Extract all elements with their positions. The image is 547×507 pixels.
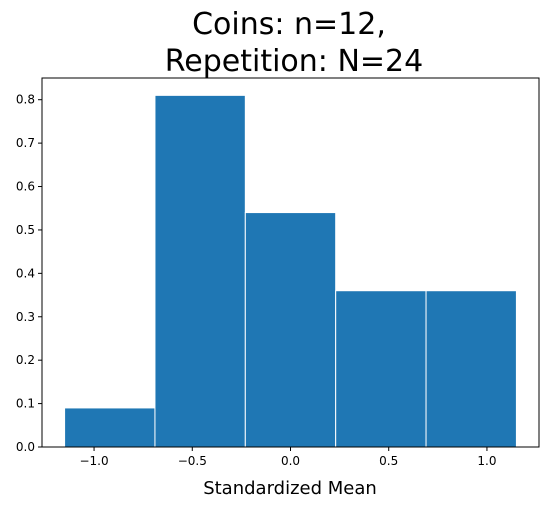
x-axis: −1.0 −0.5 0.0 0.5 1.0 [79,447,496,468]
histogram-bar-4 [335,290,427,448]
y-tick-label: 0.8 [16,93,35,107]
y-tick-label: 0.2 [16,353,35,367]
histogram-bar-2 [154,94,246,448]
y-tick-label: 0.4 [16,266,35,280]
chart-title-line-1: Coins: n=12, [192,7,386,42]
histogram-bar-1 [64,407,156,448]
x-tick-label: 0.5 [379,454,398,468]
y-axis: 0.0 0.1 0.2 0.3 0.4 0.5 0.6 0.7 0.8 [16,93,42,454]
x-axis-label: Standardized Mean [203,478,377,499]
x-tick-label: 0.0 [281,454,300,468]
y-tick-label: 0.0 [16,440,35,454]
y-tick-label: 0.6 [16,180,35,194]
x-tick-label: −1.0 [79,454,108,468]
chart-title-line-2: Repetition: N=24 [165,44,423,79]
y-tick-label: 0.5 [16,223,35,237]
histogram-bar-3 [244,212,337,448]
bars-group [64,94,517,448]
x-tick-label: −0.5 [178,454,207,468]
y-tick-label: 0.7 [16,136,35,150]
x-tick-label: 1.0 [477,454,496,468]
y-tick-label: 0.1 [16,397,35,411]
histogram-bar-5 [425,290,517,448]
y-tick-label: 0.3 [16,310,35,324]
